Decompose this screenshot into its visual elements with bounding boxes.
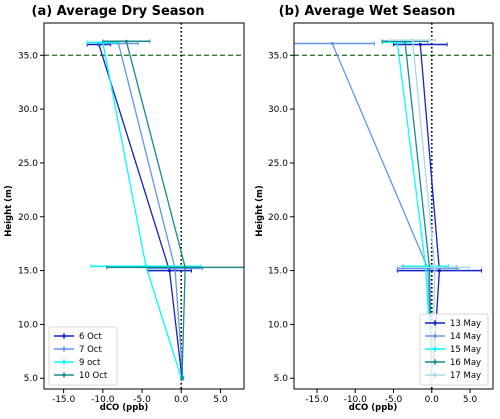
data-point <box>433 265 437 269</box>
x-tick-label: 5.0 <box>463 395 478 405</box>
data-point <box>124 39 128 43</box>
y-tick-label: 35.0 <box>268 51 288 61</box>
y-axis-label: Height (m) <box>4 185 14 237</box>
legend: 13 May 14 May 15 May 16 May 17 May <box>419 313 489 386</box>
x-tick-label: -10.0 <box>344 395 368 405</box>
legend-marker <box>62 360 66 364</box>
y-tick-label: 20.0 <box>268 213 288 223</box>
y-tick-label: 30.0 <box>268 105 288 115</box>
x-tick-label: -15.0 <box>52 395 76 405</box>
legend-item: 10 Oct <box>54 371 108 381</box>
x-tick-label: -10.0 <box>91 395 115 405</box>
plot-frame <box>43 22 245 390</box>
legend-marker <box>62 347 66 351</box>
data-point <box>183 265 187 269</box>
data-point <box>167 268 172 273</box>
x-tick-label: 0.0 <box>174 395 189 405</box>
y-tick-label: 5.0 <box>274 374 289 384</box>
y-tick-label: 10.0 <box>18 320 38 330</box>
legend-box <box>419 313 489 386</box>
data-point <box>418 42 422 47</box>
legend-label: 17 May <box>450 371 481 381</box>
chart-title: (a) Average Dry Season <box>32 4 205 19</box>
x-tick-label: -5.0 <box>385 395 403 405</box>
y-tick-label: 15.0 <box>268 267 288 277</box>
legend-marker <box>62 373 66 377</box>
panel-wet-season: (b) Average Wet Season Height (m) dCO (p… <box>255 4 494 413</box>
legend-label: 16 May <box>450 358 481 368</box>
x-tick-label: -5.0 <box>133 395 151 405</box>
legend-item: 7 Oct <box>54 345 102 355</box>
legend-marker <box>433 360 437 364</box>
x-tick-label: -15.0 <box>305 395 329 405</box>
y-tick-label: 5.0 <box>24 374 39 384</box>
legend-item: 14 May <box>425 332 481 342</box>
series-10-oct <box>102 39 244 381</box>
y-tick-label: 10.0 <box>268 320 288 330</box>
legend-box <box>48 326 118 386</box>
y-tick-label: 30.0 <box>18 105 38 115</box>
legend-item: 17 May <box>425 371 481 381</box>
y-tick-label: 15.0 <box>18 267 38 277</box>
legend-item: 13 May <box>425 319 481 329</box>
legend-label: 7 Oct <box>79 345 102 355</box>
legend-item: 6 Oct <box>54 332 102 342</box>
data-point <box>330 41 334 46</box>
y-tick-label: 20.0 <box>18 213 38 223</box>
x-tick-label: 5.0 <box>213 395 228 405</box>
x-axis-label: dCO (ppb) <box>349 403 398 413</box>
data-point <box>411 38 415 42</box>
legend-item: 9 oct <box>54 358 101 368</box>
legend-label: 13 May <box>450 319 481 329</box>
panel-dry-season: (a) Average Dry Season Height (m) dCO (p… <box>4 4 245 413</box>
legend-marker <box>433 347 437 351</box>
legend-marker <box>433 334 437 338</box>
legend-label: 6 Oct <box>79 332 102 342</box>
x-axis-label: dCO (ppb) <box>100 403 149 413</box>
chart-title: (b) Average Wet Season <box>279 4 456 19</box>
x-tick-label: 0.0 <box>425 395 440 405</box>
legend-marker <box>433 321 437 325</box>
y-axis-label: Height (m) <box>255 185 265 237</box>
data-point <box>180 376 184 380</box>
legend-item: 15 May <box>425 345 481 355</box>
plot-area <box>44 23 244 389</box>
legend-label: 10 Oct <box>79 371 108 381</box>
data-point <box>437 268 442 273</box>
legend-item: 16 May <box>425 358 481 368</box>
legend-label: 9 oct <box>79 358 101 368</box>
legend: 6 Oct 7 Oct 9 oct 10 Oct <box>48 326 118 386</box>
y-tick-label: 25.0 <box>18 159 38 169</box>
legend-label: 15 May <box>450 345 481 355</box>
legend-marker <box>433 373 437 377</box>
y-tick-label: 35.0 <box>18 51 38 61</box>
y-tick-label: 25.0 <box>268 159 288 169</box>
legend-label: 14 May <box>450 332 481 342</box>
legend-marker <box>62 334 66 338</box>
